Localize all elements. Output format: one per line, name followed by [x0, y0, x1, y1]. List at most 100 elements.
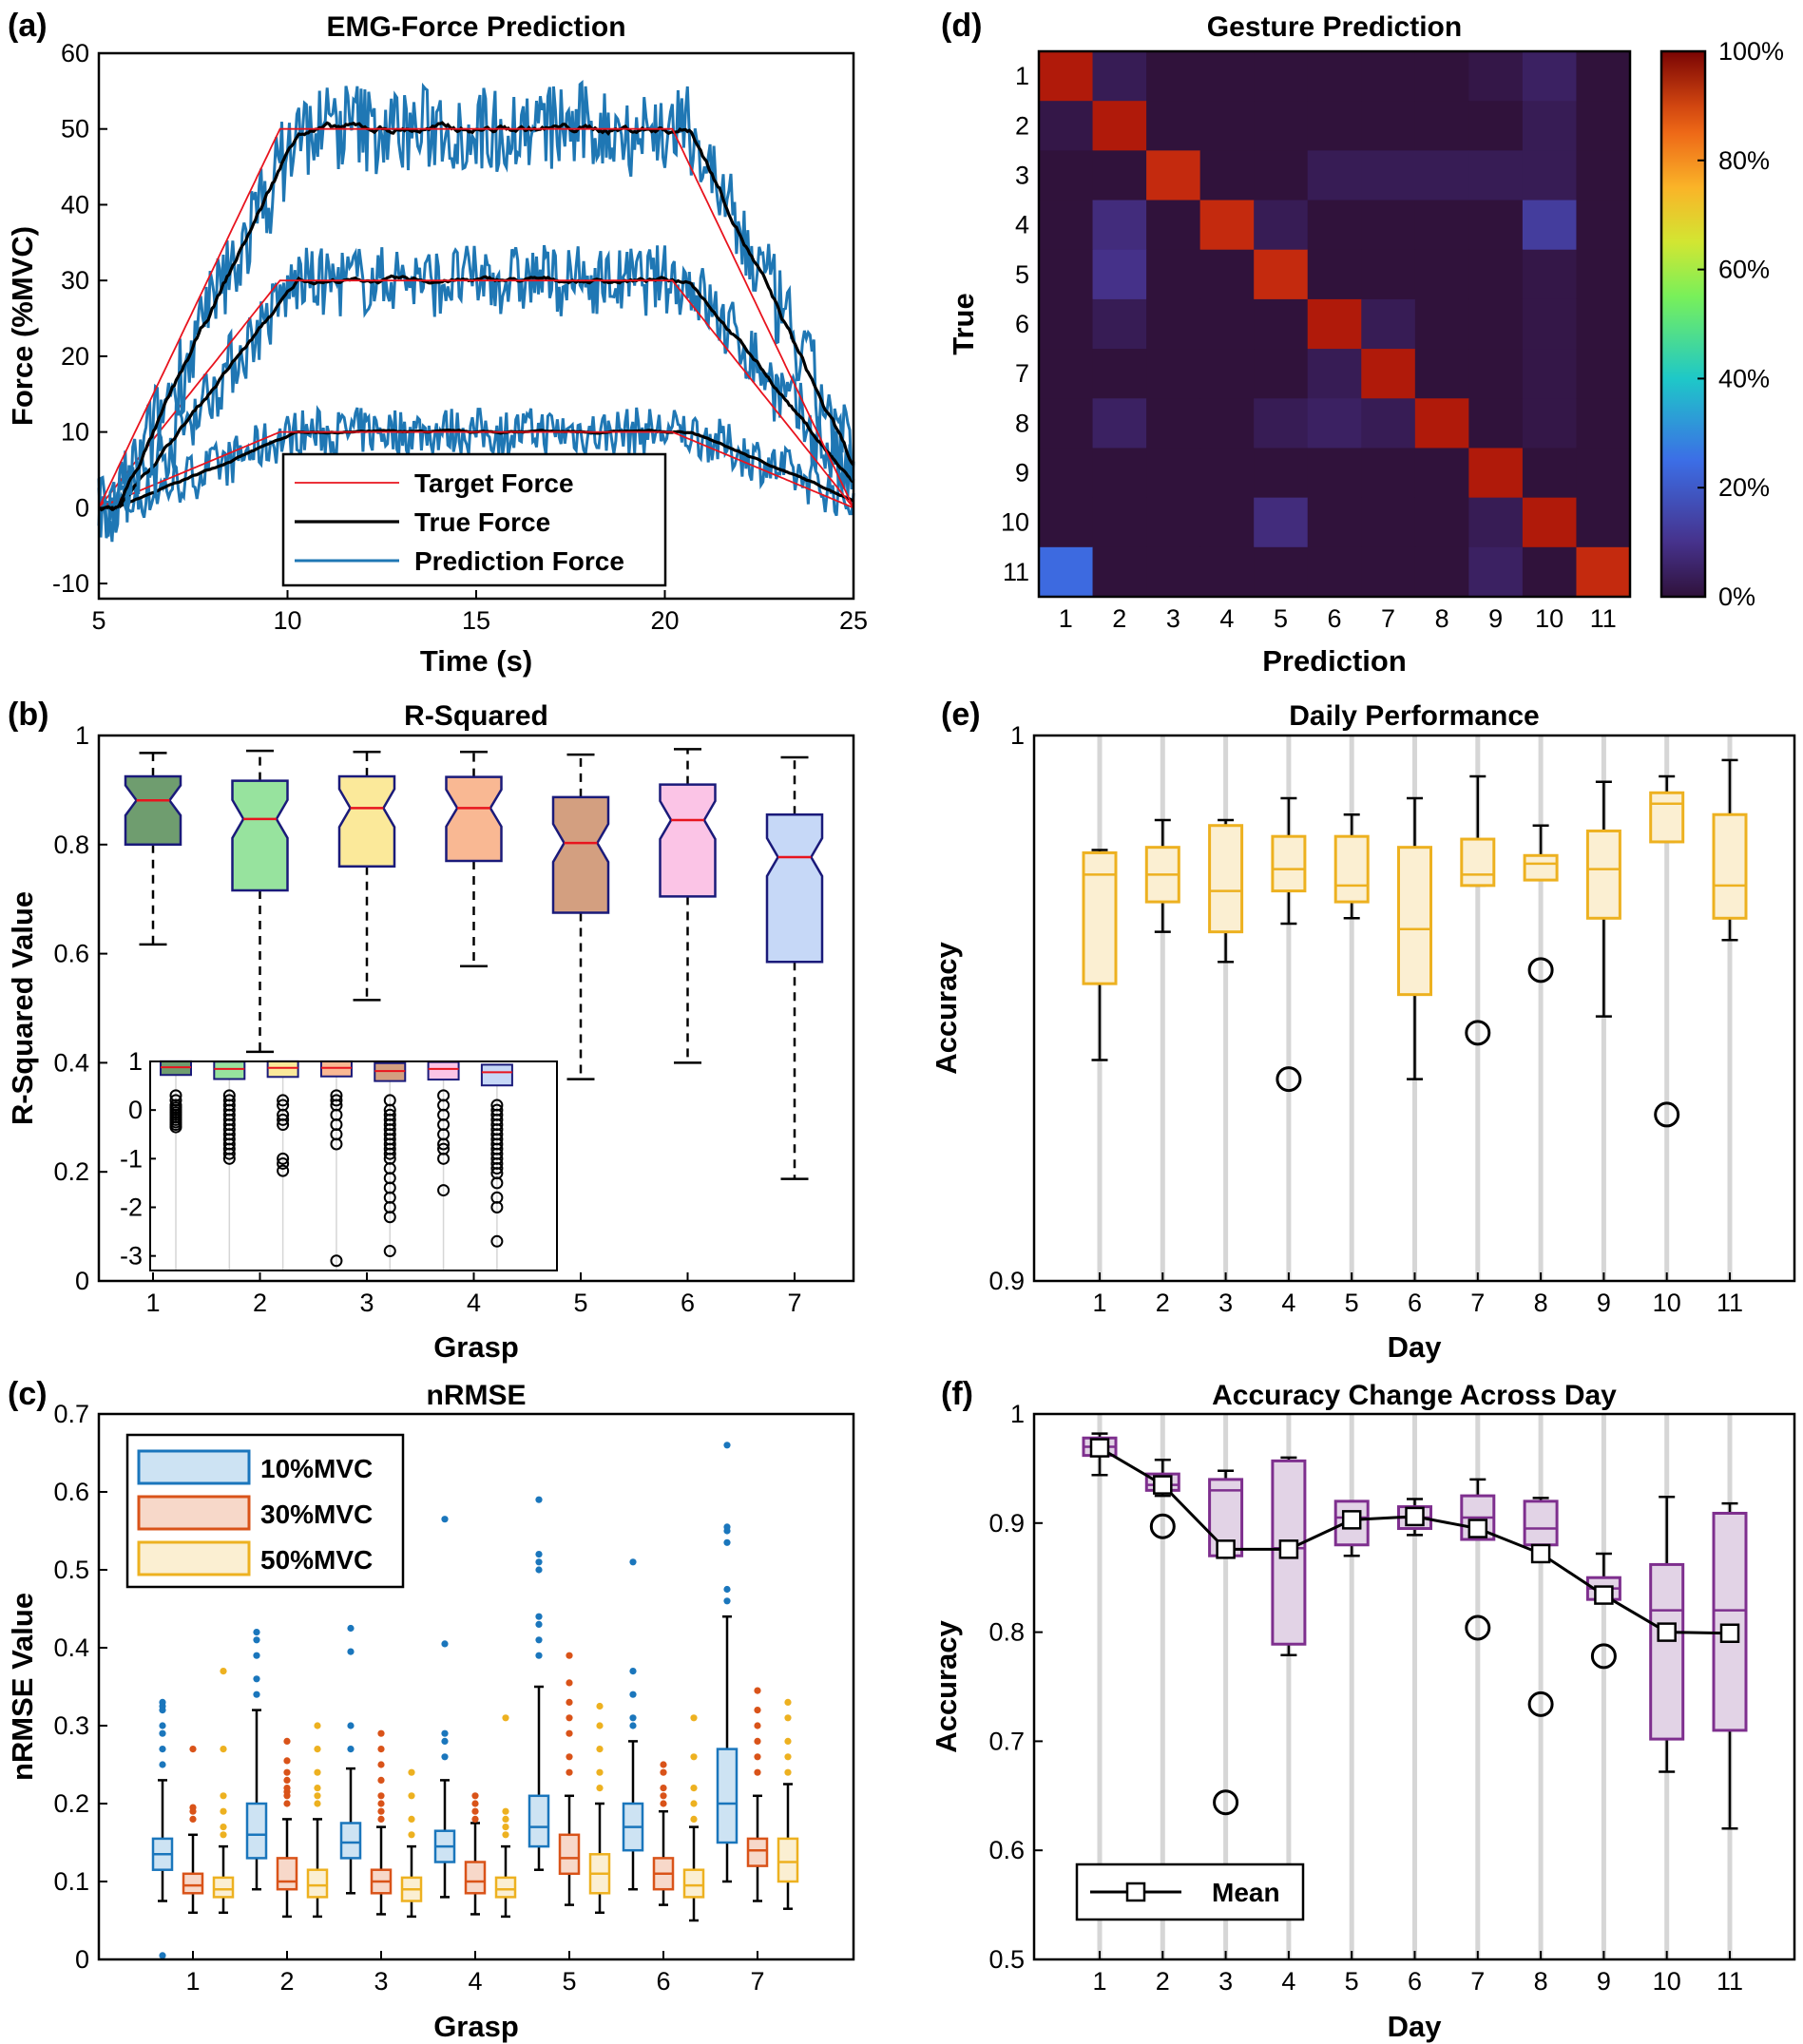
x-tick-label: 1 [1092, 1967, 1106, 1996]
heatmap-cell [1199, 398, 1255, 449]
nrmse-outlier [784, 1698, 792, 1706]
inset-outlier [383, 1147, 396, 1160]
heatmap-cell [1199, 349, 1255, 399]
chart-title: Daily Performance [1289, 700, 1539, 732]
nrmse-outlier [314, 1785, 321, 1792]
y-axis-label: R-Squared Value [6, 891, 39, 1125]
nrmse-outlier [471, 1807, 479, 1815]
x-tick-label: 11 [1717, 1289, 1743, 1317]
heatmap-cell [1039, 101, 1094, 151]
x-tick-label: 1 [185, 1967, 200, 1996]
inset-ytick-label: 0 [128, 1096, 143, 1124]
nrmse-outlier [377, 1746, 385, 1753]
prediction-force-line [97, 405, 855, 529]
y-ytick-label: 0.6 [988, 1836, 1025, 1864]
nrmse-box-box [276, 1857, 298, 1891]
heatmap-cell [1146, 51, 1201, 102]
heatmap-cell [1576, 200, 1631, 251]
y-ytick-label: 0.6 [53, 940, 89, 968]
inset-outlier [277, 1094, 290, 1107]
heatmap-cell [1522, 497, 1578, 548]
heatmap-cell [1361, 398, 1416, 449]
nrmse-outlier [596, 1785, 604, 1792]
day-outlier [1465, 1020, 1491, 1046]
nrmse-outlier [471, 1792, 479, 1800]
nrmse-outlier [754, 1722, 761, 1729]
colorbar-tick-label: 0% [1718, 583, 1755, 611]
heatmap-cell [1361, 150, 1416, 201]
inset-outlier [277, 1118, 290, 1132]
heatmap-cell [1468, 448, 1524, 499]
nrmse-outlier [723, 1523, 731, 1531]
y-ytick-label: 0.7 [53, 1400, 89, 1428]
nrmse-outlier [754, 1768, 761, 1776]
x-tick-label: 3 [1218, 1289, 1233, 1317]
y-axis-label: Accuracy [930, 941, 963, 1074]
y-tick-label: 1 [1015, 62, 1029, 90]
heatmap-cell [1468, 497, 1524, 548]
nrmse-outlier [283, 1800, 291, 1807]
heatmap-cell [1039, 497, 1094, 548]
nrmse-outlier [220, 1792, 227, 1800]
nrmse-outlier [754, 1753, 761, 1761]
inset-ytick-label: -1 [120, 1144, 143, 1173]
nrmse-outlier [566, 1679, 573, 1687]
panel-label: (a) [8, 8, 48, 44]
nrmse-box-box [182, 1872, 204, 1895]
y-tick-label: 10 [1001, 508, 1029, 537]
y-axis-label: Accuracy [930, 1619, 963, 1752]
nrmse-outlier [690, 1785, 698, 1792]
day-outlier [1527, 957, 1554, 984]
nrmse-outlier [220, 1668, 227, 1675]
nrmse-outlier [220, 1824, 227, 1831]
day-box-box [1082, 850, 1118, 985]
nrmse-outlier [189, 1815, 197, 1823]
heatmap-cell [1468, 101, 1524, 151]
x-tick-label: 10 [1653, 1967, 1681, 1996]
legend-swatch [137, 1495, 251, 1531]
prediction-force-line [97, 244, 855, 543]
target-force-line [98, 279, 854, 508]
nrmse-box-box [746, 1837, 769, 1867]
y-tick-label: 40 [61, 190, 89, 219]
panel-label: (b) [8, 697, 48, 733]
y-ytick-label: 0.6 [53, 1478, 89, 1506]
nrmse-outlier [377, 1800, 385, 1807]
mean-marker [1467, 1519, 1488, 1538]
inset-box [427, 1060, 460, 1081]
inset-box [480, 1063, 513, 1087]
heatmap-cell [1307, 150, 1362, 201]
heatmap-cell [1361, 200, 1416, 251]
y-ytick-label: 0.7 [988, 1727, 1025, 1755]
x-tick-label: 2 [279, 1967, 294, 1996]
legend-box [1075, 1863, 1305, 1921]
heatmap-cell [1254, 398, 1309, 449]
heatmap-cell [1039, 349, 1094, 399]
nrmse-outlier [754, 1707, 761, 1714]
nrmse-outlier [566, 1729, 573, 1737]
x-tick-label: 10 [1653, 1289, 1681, 1317]
nrmse-box-box [306, 1868, 329, 1899]
heatmap-cell [1199, 448, 1255, 499]
x-tick-label: 1 [1059, 604, 1073, 633]
heatmap-cell [1414, 349, 1469, 399]
heatmap-cell [1361, 349, 1416, 399]
x-tick-label: 5 [562, 1967, 576, 1996]
inset-ytick-label: -2 [120, 1193, 143, 1221]
panel-a: 5 10 15 20 25 -10 0 10 20 30 40 50 60 Target Force Tru… [6, 8, 868, 678]
legend-label: Target Force [414, 468, 574, 498]
legend-swatch [137, 1449, 251, 1485]
day-box-box [1208, 824, 1244, 934]
grasp-box-box [659, 783, 717, 898]
heatmap-cell [1522, 150, 1578, 201]
heatmap-cell [1468, 398, 1524, 449]
nrmse-outlier [189, 1804, 197, 1811]
nrmse-outlier [220, 1807, 227, 1815]
nrmse-outlier [535, 1620, 543, 1628]
nrmse-outlier [408, 1768, 415, 1776]
nrmse-outlier [660, 1800, 667, 1807]
y-ytick-label: 0.5 [53, 1556, 89, 1584]
heatmap-cell [1092, 249, 1147, 300]
nrmse-outlier [690, 1800, 698, 1807]
day-outlier [1465, 1614, 1491, 1641]
